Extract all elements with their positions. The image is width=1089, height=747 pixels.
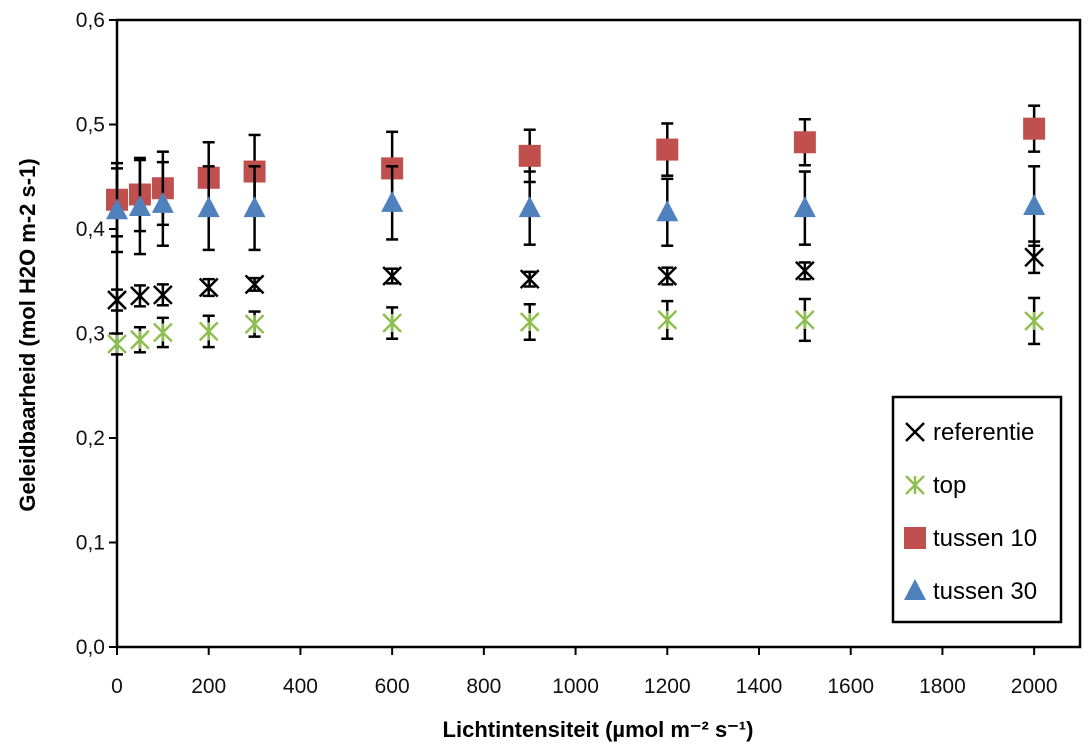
data-point — [793, 131, 816, 154]
legend-marker — [904, 527, 926, 549]
data-point — [382, 266, 403, 286]
legend-label: tussen 10 — [933, 525, 1037, 552]
marker-stroke — [107, 290, 127, 310]
marker-stroke — [657, 266, 678, 286]
data-point — [198, 277, 219, 298]
marker-stroke — [519, 269, 540, 290]
x-tick-label: 2000 — [1011, 675, 1058, 698]
data-point — [106, 198, 128, 220]
x-tick-label: 0 — [111, 675, 123, 698]
y-tick-label: 0,0 — [76, 636, 105, 659]
data-point — [152, 284, 173, 305]
marker-stroke — [1024, 247, 1045, 268]
legend-item: tussen 30 — [904, 578, 1037, 605]
y-axis: 0,0 0,1 0,2 0,3 0,4 0,5 0,6 — [76, 9, 117, 659]
data-point — [107, 290, 127, 310]
data-point — [519, 312, 540, 332]
marker-stroke — [905, 422, 925, 442]
data-point — [656, 200, 679, 222]
data-point — [794, 260, 815, 281]
legend-label: top — [933, 472, 966, 499]
legend-marker — [905, 422, 925, 442]
x-axis: 0 200 400 600 800 1000 1200 1400 1600 1800 2000 — [111, 647, 1058, 698]
x-tick-label: 600 — [375, 675, 410, 698]
x-tick-label: 800 — [466, 675, 501, 698]
series-layer — [106, 104, 1046, 356]
marker-stroke — [244, 274, 265, 295]
y-tick-label: 0,6 — [76, 9, 105, 32]
data-point — [518, 144, 541, 167]
legend-item: referentie — [905, 419, 1034, 446]
legend-item: tussen 10 — [904, 525, 1037, 552]
x-tick-label: 1200 — [644, 675, 691, 698]
data-point — [793, 196, 816, 218]
data-point — [152, 322, 173, 343]
marker-stroke — [130, 285, 150, 306]
y-tick-label: 0,5 — [76, 114, 105, 137]
data-point — [244, 274, 265, 295]
data-point — [130, 329, 150, 350]
data-point — [382, 313, 403, 333]
marker-stroke — [152, 284, 173, 305]
data-point — [656, 138, 679, 161]
legend-box — [891, 395, 1063, 624]
data-point — [1024, 247, 1045, 268]
x-tick-label: 400 — [283, 675, 318, 698]
series-referentie — [107, 240, 1045, 312]
legend-marker — [905, 475, 925, 495]
y-tick-label: 0,2 — [76, 427, 105, 450]
y-tick-label: 0,3 — [76, 323, 105, 346]
data-point — [794, 310, 815, 330]
data-point — [128, 195, 151, 217]
legend-item: top — [905, 472, 966, 499]
legend-label: referentie — [933, 419, 1034, 446]
data-point — [1023, 194, 1046, 216]
data-point — [518, 196, 541, 218]
data-point — [1024, 311, 1045, 331]
y-axis-title: Geleidbaarheid (mol H2O m-2 s-1) — [15, 158, 40, 511]
marker-stroke — [794, 260, 815, 281]
y-tick-label: 0,1 — [76, 532, 105, 555]
data-point — [151, 191, 174, 213]
data-point — [381, 190, 404, 212]
legend-label: tussen 30 — [933, 578, 1037, 605]
x-tick-label: 1400 — [736, 675, 783, 698]
marker-stroke — [382, 266, 403, 286]
y-tick-label: 0,4 — [76, 218, 106, 241]
data-point — [519, 269, 540, 290]
data-point — [198, 321, 219, 342]
legend-marker — [904, 579, 926, 600]
series-tussen-30 — [106, 158, 1046, 256]
data-point — [197, 196, 220, 218]
legend: referentie top tussen 10 tussen 30 — [891, 395, 1063, 624]
data-point — [1023, 117, 1046, 140]
series-top — [107, 296, 1045, 356]
marker-stroke — [198, 277, 219, 298]
data-point — [657, 266, 678, 286]
x-tick-label: 1000 — [552, 675, 599, 698]
data-point — [130, 285, 150, 306]
data-point — [243, 196, 266, 218]
data-point — [657, 310, 678, 330]
x-tick-label: 200 — [191, 675, 226, 698]
data-point — [107, 334, 127, 354]
data-point — [244, 314, 265, 334]
x-tick-label: 1800 — [919, 675, 966, 698]
x-tick-label: 1600 — [827, 675, 874, 698]
x-axis-title: Lichtintensiteit (µmol m⁻² s⁻¹) — [443, 717, 754, 742]
